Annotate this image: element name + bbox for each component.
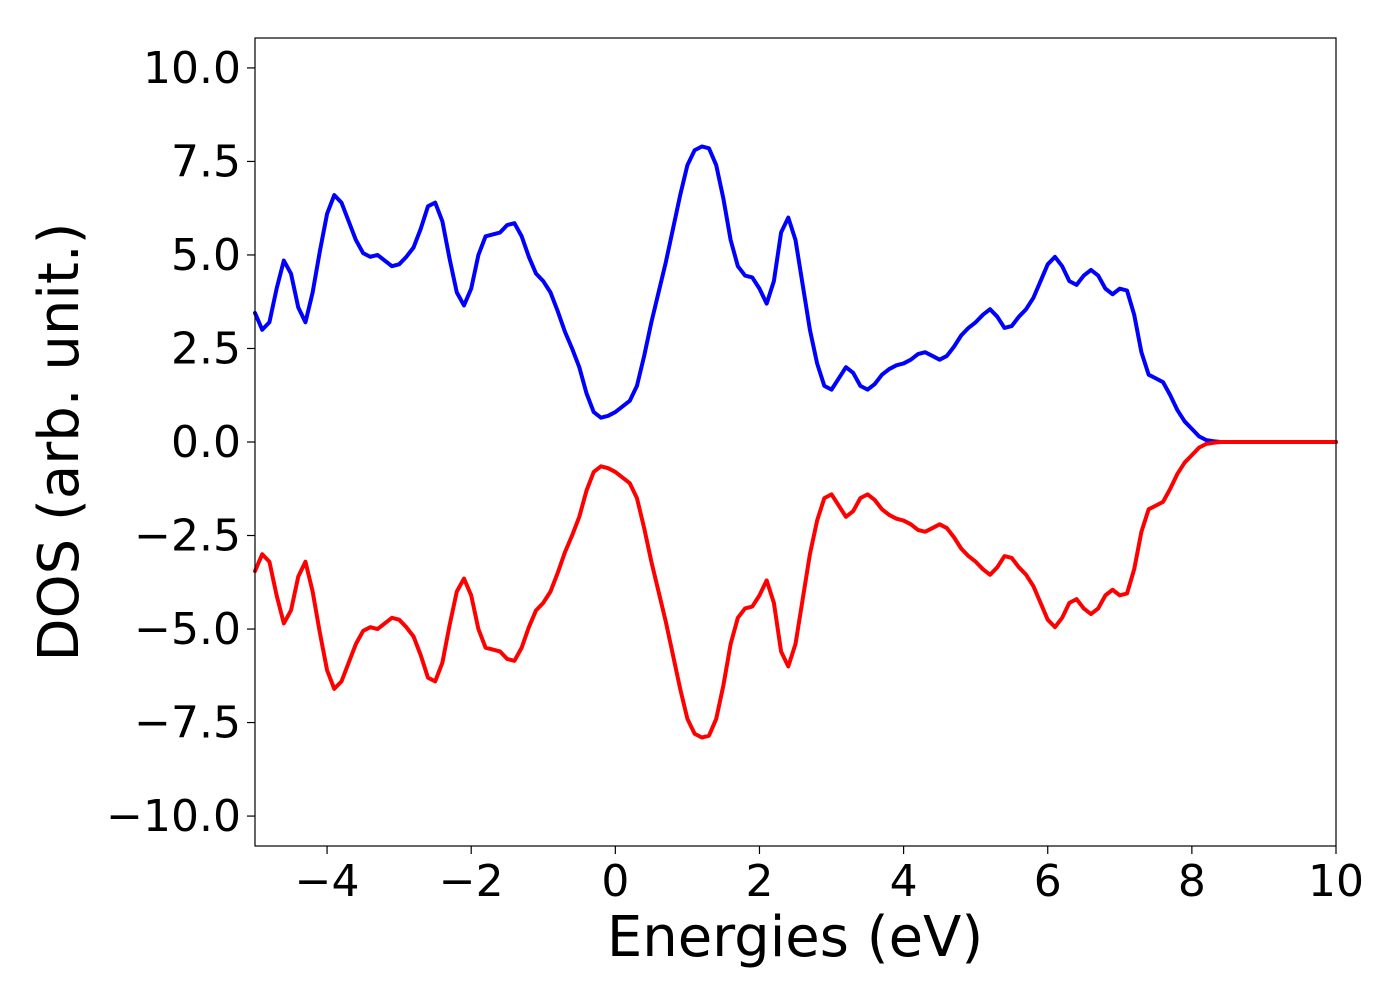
x-tick-label: −2 bbox=[439, 856, 504, 907]
y-tick-label: −2.5 bbox=[134, 511, 241, 562]
x-tick-label: 10 bbox=[1308, 856, 1364, 907]
y-tick-label: 2.5 bbox=[171, 323, 241, 374]
series-line-2 bbox=[253, 440, 1338, 740]
x-tick-label: 4 bbox=[890, 856, 918, 907]
y-tick-label: 10.0 bbox=[143, 43, 241, 94]
y-tick-label: 5.0 bbox=[171, 230, 241, 281]
y-tick-label: 7.5 bbox=[171, 136, 241, 187]
x-tick-label: 0 bbox=[601, 856, 629, 907]
x-axis-title: Energies (eV) bbox=[607, 905, 983, 970]
series-line-1 bbox=[253, 144, 1338, 444]
y-tick-label: −10.0 bbox=[106, 791, 241, 842]
y-tick-label: −5.0 bbox=[134, 604, 241, 655]
plot-frame bbox=[254, 37, 1337, 847]
x-tick-label: 8 bbox=[1178, 856, 1206, 907]
ticks-layer: −4 −2 0 2 4 6 8 10 10.0 7.5 5.0 2.5 0.0 −2.5 −5.0 −7.5 −… bbox=[106, 43, 1364, 907]
x-tick-label: −4 bbox=[295, 856, 360, 907]
series-layer bbox=[253, 144, 1338, 740]
y-tick-label: 0.0 bbox=[171, 417, 241, 468]
x-tick-label: 6 bbox=[1034, 856, 1062, 907]
y-tick-label: −7.5 bbox=[134, 698, 241, 749]
x-tick-label: 2 bbox=[745, 856, 773, 907]
y-axis-title: DOS (arb. unit.) bbox=[27, 222, 92, 661]
